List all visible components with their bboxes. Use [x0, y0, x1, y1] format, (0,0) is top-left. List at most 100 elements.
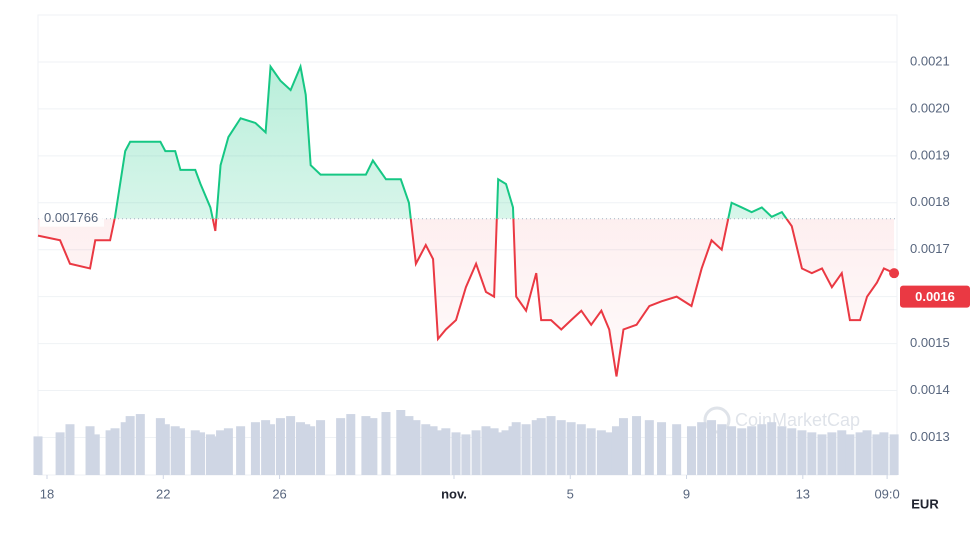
price-line-up — [113, 63, 788, 219]
volume-bar — [195, 432, 205, 475]
volume-bar — [336, 418, 346, 475]
volume-bar — [306, 426, 316, 475]
volume-bar — [604, 432, 614, 475]
volume-bar — [223, 428, 233, 475]
volume-bar — [216, 430, 226, 475]
volume-bar — [441, 428, 451, 475]
volume-bar — [596, 430, 606, 475]
volume-bar — [611, 426, 621, 475]
currency-label: EUR — [911, 496, 939, 511]
volume-bar — [160, 424, 170, 475]
volume-bar — [644, 420, 654, 475]
x-tick-label: 26 — [272, 486, 286, 501]
volume-bar — [110, 428, 120, 475]
x-tick-label: 09:0 — [874, 486, 899, 501]
y-tick-label: 0.0020 — [910, 100, 950, 115]
volume-bar — [862, 430, 872, 475]
volume-bar — [737, 428, 747, 475]
volume-bar — [381, 412, 391, 475]
volume-bar — [493, 432, 503, 475]
volume-bar — [827, 432, 837, 475]
volume-bar — [261, 420, 271, 475]
volume-bar — [807, 432, 817, 475]
x-tick-label: 5 — [567, 486, 574, 501]
volume-bar — [632, 416, 642, 475]
volume-bar — [747, 426, 757, 475]
last-point — [889, 268, 900, 279]
volume-bar — [707, 420, 717, 475]
volume-bar — [672, 424, 682, 475]
volume-bar — [346, 414, 356, 475]
current-price-box — [900, 285, 970, 308]
volume-bar — [120, 422, 130, 475]
volume-bar — [717, 424, 727, 475]
volume-bar — [727, 426, 737, 475]
volume-bar — [301, 424, 311, 475]
volume-bar — [286, 416, 296, 475]
volume-bar — [368, 418, 378, 475]
x-tick-label: nov. — [441, 486, 467, 501]
volume-bar — [471, 430, 481, 475]
y-tick-label: 0.0015 — [910, 335, 950, 350]
y-tick-label: 0.0019 — [910, 147, 950, 162]
volume-bar — [236, 426, 246, 475]
volume-bar — [566, 422, 576, 475]
volume-bar — [657, 422, 667, 475]
x-tick-label: 13 — [796, 486, 810, 501]
x-tick-label: 9 — [683, 486, 690, 501]
volume-bar — [757, 424, 767, 475]
volume-bar — [546, 416, 556, 475]
volume-bar — [536, 418, 546, 475]
volume-bar — [777, 426, 787, 475]
price-line-down — [37, 218, 895, 377]
y-tick-label: 0.0021 — [910, 53, 950, 68]
volume-bar — [889, 434, 899, 475]
volume-bar — [135, 414, 145, 475]
volume-bar — [33, 436, 43, 475]
volume-bar — [205, 434, 215, 475]
volume-bar — [618, 418, 628, 475]
volume-bar — [837, 430, 847, 475]
area-down — [38, 218, 895, 377]
y-tick-label: 0.0014 — [910, 382, 950, 397]
volume-bar — [855, 432, 865, 475]
volume-bar — [697, 422, 707, 475]
area-up — [38, 66, 895, 219]
volume-bar — [411, 420, 421, 475]
volume-bar — [461, 434, 471, 475]
volume-bar — [396, 410, 406, 475]
y-tick-label: 0.0018 — [910, 194, 950, 209]
volume-bar — [511, 422, 521, 475]
volume-bar — [433, 430, 443, 475]
volume-bar — [531, 420, 541, 475]
volume-bar — [421, 424, 431, 475]
volume-bar — [210, 436, 220, 475]
volume-bar — [404, 416, 414, 475]
volume-bar — [190, 430, 200, 475]
volume-bar — [481, 426, 491, 475]
volume-bar — [586, 428, 596, 475]
volume-bar — [845, 434, 855, 475]
volume-bar — [521, 424, 531, 475]
volume-bar — [797, 430, 807, 475]
volume-bar — [65, 424, 75, 475]
x-tick-label: 18 — [40, 486, 54, 501]
volume-bar — [155, 418, 165, 475]
volume-bar — [361, 416, 371, 475]
volume-bar — [125, 416, 135, 475]
volume-bar — [576, 424, 586, 475]
volume-bar — [175, 428, 185, 475]
volume-bar — [266, 424, 276, 475]
y-tick-label: 0.0013 — [910, 429, 950, 444]
y-tick-label: 0.0017 — [910, 241, 950, 256]
volume-bar — [85, 426, 95, 475]
volume-bar — [879, 432, 889, 475]
baseline-label: 0.001766 — [44, 210, 98, 225]
volume-bar — [55, 432, 65, 475]
volume-bar — [817, 434, 827, 475]
volume-bar — [556, 420, 566, 475]
volume-bar — [428, 426, 438, 475]
volume-bar — [872, 434, 882, 475]
volume-bar — [316, 420, 326, 475]
